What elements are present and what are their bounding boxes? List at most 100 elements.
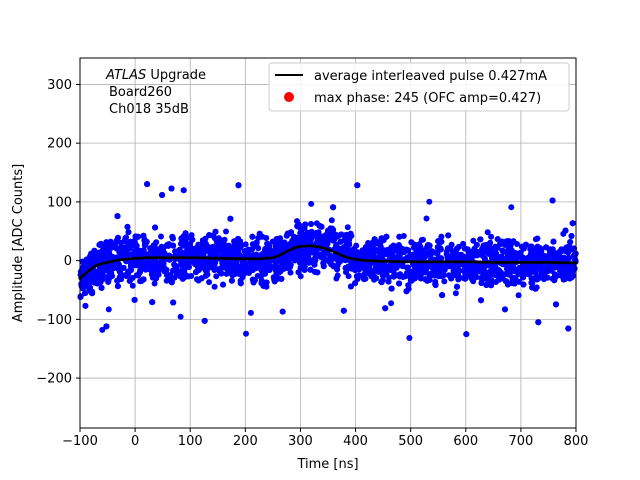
scatter-point	[437, 246, 444, 253]
scatter-point	[140, 247, 147, 254]
average-pulse-point	[438, 260, 442, 264]
average-pulse-point	[280, 252, 284, 256]
average-pulse-point	[306, 244, 310, 248]
x-tick-label: 200	[233, 434, 258, 449]
average-pulse-point	[369, 259, 373, 263]
scatter-point	[266, 267, 273, 273]
scatter-point	[144, 181, 151, 188]
scatter-point	[156, 246, 163, 253]
average-pulse-point	[376, 259, 380, 263]
scatter-point	[353, 273, 360, 280]
average-pulse-point	[319, 245, 323, 250]
scatter-point	[552, 273, 558, 280]
average-pulse-point	[481, 260, 485, 264]
scatter-point	[125, 229, 132, 236]
average-pulse-point	[147, 256, 151, 260]
scatter-point	[272, 258, 278, 265]
average-pulse-point	[551, 260, 555, 265]
scatter-point	[206, 232, 213, 239]
average-pulse-point	[180, 256, 185, 260]
scatter-point	[393, 264, 400, 271]
scatter-point	[103, 323, 110, 330]
scatter-point	[489, 270, 496, 276]
scatter-point	[185, 262, 191, 269]
scatter-point	[520, 274, 527, 281]
scatter-point	[269, 238, 276, 245]
scatter-point	[120, 264, 127, 271]
average-pulse-point	[425, 260, 429, 264]
scatter-point	[294, 223, 301, 230]
average-pulse-point	[243, 257, 247, 261]
scatter-point	[509, 275, 516, 282]
average-pulse-point	[240, 257, 244, 261]
average-pulse-point	[151, 256, 155, 260]
scatter-point	[543, 244, 550, 251]
average-pulse-point	[342, 254, 347, 259]
scatter-point	[467, 271, 474, 278]
average-pulse-point	[197, 256, 201, 260]
scatter-point	[105, 265, 111, 272]
average-pulse-point	[524, 260, 529, 264]
scatter-point	[502, 306, 508, 313]
scatter-point	[478, 280, 485, 286]
scatter-point	[396, 251, 403, 258]
scatter-point	[80, 264, 86, 271]
scatter-point	[235, 235, 242, 242]
x-tick-label: 0	[131, 434, 139, 449]
scatter-point	[341, 245, 348, 252]
average-pulse-point	[124, 257, 128, 261]
scatter-point	[470, 278, 477, 285]
scatter-point	[301, 266, 308, 273]
scatter-point	[152, 224, 159, 231]
average-pulse-point	[137, 256, 142, 260]
scatter-point	[159, 264, 166, 271]
average-pulse-point	[167, 256, 171, 260]
y-tick-label: −200	[36, 372, 72, 387]
scatter-point	[460, 240, 467, 247]
scatter-point	[489, 251, 496, 258]
average-pulse-point	[286, 249, 290, 253]
scatter-point	[371, 267, 377, 274]
scatter-point	[333, 255, 340, 262]
average-pulse-point	[372, 259, 376, 263]
average-pulse-point	[501, 260, 505, 264]
x-axis-label: Time [ns]	[296, 457, 358, 472]
scatter-point	[97, 249, 103, 256]
average-pulse-point	[94, 263, 99, 267]
average-pulse-point	[283, 250, 287, 254]
scatter-point	[413, 254, 420, 260]
average-pulse-point	[220, 256, 224, 260]
scatter-point	[321, 233, 328, 239]
scatter-point	[149, 299, 156, 306]
scatter-point	[534, 262, 540, 269]
scatter-point	[328, 217, 335, 224]
average-pulse-point	[250, 257, 254, 261]
scatter-point	[455, 276, 462, 283]
scatter-point	[201, 317, 208, 324]
scatter-point	[395, 243, 402, 250]
scatter-point	[507, 245, 514, 252]
average-pulse-point	[217, 256, 221, 260]
scatter-point	[299, 261, 305, 268]
scatter-point	[569, 220, 576, 227]
scatter-point	[485, 276, 492, 283]
average-pulse-point	[134, 256, 138, 260]
scatter-point	[377, 268, 384, 275]
average-pulse-point	[207, 256, 211, 260]
scatter-point	[436, 272, 443, 279]
average-pulse-point	[263, 256, 267, 260]
scatter-point	[177, 313, 184, 320]
y-axis-label: Amplitude [ADC Counts]	[11, 164, 26, 322]
average-pulse-point	[547, 260, 552, 264]
scatter-point	[311, 260, 318, 267]
scatter-point	[187, 240, 194, 247]
average-pulse-point	[141, 256, 145, 260]
scatter-point	[460, 275, 467, 281]
scatter-point	[568, 233, 575, 239]
scatter-point	[470, 237, 477, 244]
scatter-point	[396, 273, 403, 280]
average-pulse-point	[247, 257, 251, 261]
scatter-point	[328, 261, 335, 268]
scatter-point	[533, 256, 540, 263]
scatter-point	[498, 269, 504, 276]
